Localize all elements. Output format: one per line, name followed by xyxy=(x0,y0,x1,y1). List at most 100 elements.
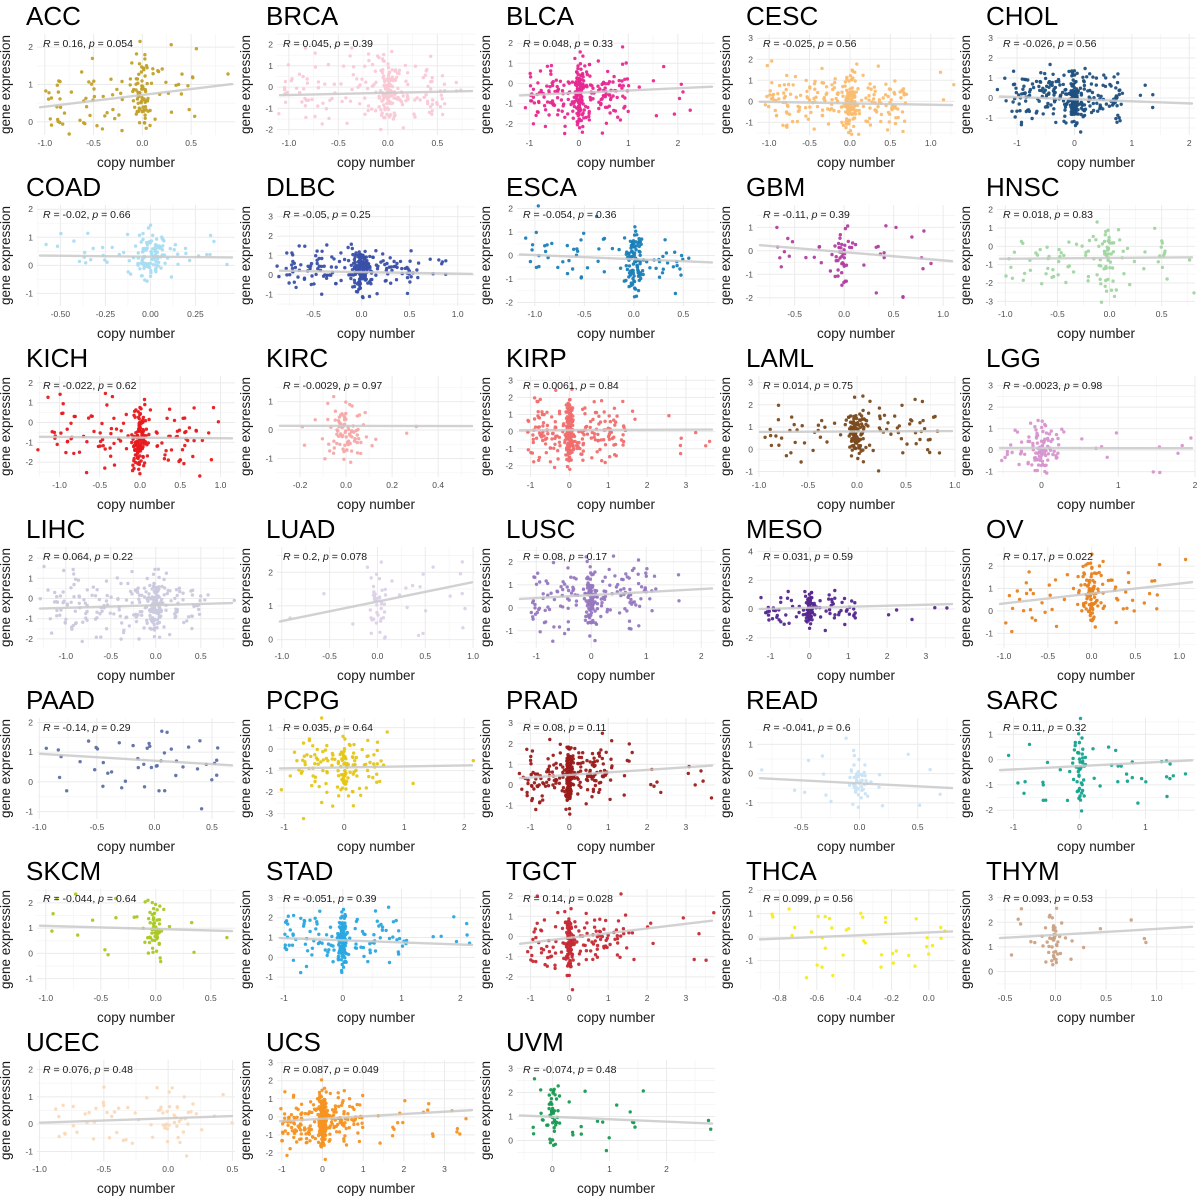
data-point xyxy=(846,111,850,115)
data-point xyxy=(578,446,582,451)
data-point xyxy=(786,82,791,87)
panel-LIHC: LIHC -1.0 -0.5 0.0 0.5 -2 -1 0 1 2 R = 0.064, p = … xyxy=(0,513,240,684)
data-point xyxy=(531,87,536,91)
data-point xyxy=(1079,130,1083,134)
data-point xyxy=(323,82,327,86)
data-point xyxy=(354,428,358,433)
data-point xyxy=(428,105,433,109)
y-tick-label: 0 xyxy=(508,603,513,613)
y-tick-label: 2 xyxy=(508,739,513,749)
data-point xyxy=(303,104,307,108)
y-tick-label: -1 xyxy=(265,289,273,299)
data-point xyxy=(834,259,838,263)
data-point xyxy=(194,47,199,51)
data-point xyxy=(138,472,142,476)
data-point xyxy=(1010,629,1014,634)
trend-line xyxy=(278,89,474,97)
x-axis-label: copy number xyxy=(1057,326,1136,341)
data-point xyxy=(523,106,528,110)
data-point xyxy=(816,90,820,95)
x-tick-label: 0.4 xyxy=(432,480,444,490)
data-point xyxy=(1063,88,1067,92)
data-point xyxy=(343,756,347,760)
data-point xyxy=(381,252,385,256)
data-point xyxy=(352,265,357,269)
data-point xyxy=(74,621,78,625)
data-point xyxy=(197,607,201,612)
data-point xyxy=(147,608,152,612)
data-point xyxy=(381,259,385,263)
data-point xyxy=(368,760,372,765)
data-point xyxy=(342,457,346,461)
data-point xyxy=(768,433,773,438)
data-point xyxy=(292,750,297,754)
x-tick-label: 0.0 xyxy=(356,309,368,319)
data-point xyxy=(572,104,577,109)
data-point xyxy=(517,771,522,776)
data-point xyxy=(357,262,362,267)
data-point xyxy=(767,618,771,622)
data-point xyxy=(578,780,582,784)
data-point xyxy=(1032,456,1037,460)
data-point xyxy=(831,602,835,606)
data-point xyxy=(900,110,905,114)
data-point xyxy=(893,104,897,109)
data-point xyxy=(138,107,142,111)
data-point xyxy=(1017,462,1021,467)
data-point xyxy=(845,88,849,92)
data-point xyxy=(134,52,139,56)
data-point xyxy=(186,438,190,443)
data-point xyxy=(612,435,616,439)
data-point xyxy=(868,123,873,127)
data-point xyxy=(119,429,123,433)
data-point xyxy=(580,407,585,411)
data-point xyxy=(793,74,798,79)
data-point xyxy=(543,437,548,442)
data-point xyxy=(649,782,653,787)
x-tick-label: 3 xyxy=(924,651,929,661)
data-point xyxy=(375,740,380,744)
data-point xyxy=(632,295,637,299)
y-tick-label: 0 xyxy=(28,594,33,604)
x-tick-label: 0.5 xyxy=(431,138,443,148)
data-point xyxy=(613,109,618,113)
data-point xyxy=(133,588,138,592)
data-point xyxy=(881,96,885,100)
stats-label: R = 0.17, p = 0.022 xyxy=(1003,551,1093,563)
data-point xyxy=(654,114,659,118)
data-point xyxy=(850,241,855,245)
x-tick-label: -0.5 xyxy=(306,309,321,319)
data-point xyxy=(576,444,580,448)
data-point xyxy=(290,263,294,267)
data-point xyxy=(130,601,134,605)
data-point xyxy=(592,756,596,760)
data-point xyxy=(430,76,434,80)
data-point xyxy=(297,72,302,76)
data-point xyxy=(555,590,560,594)
data-point xyxy=(575,70,579,75)
data-point xyxy=(173,596,177,601)
data-point xyxy=(853,242,858,247)
x-tick-label: -0.2 xyxy=(293,480,308,490)
data-point xyxy=(373,69,377,73)
data-point xyxy=(73,609,78,613)
data-point xyxy=(142,68,146,72)
data-point xyxy=(1103,233,1107,237)
data-point xyxy=(619,438,624,442)
data-point xyxy=(145,443,149,447)
data-point xyxy=(357,266,361,270)
y-tick-label: 0 xyxy=(268,82,273,92)
data-point xyxy=(569,575,573,579)
data-point xyxy=(778,256,782,260)
data-point xyxy=(391,117,396,121)
data-point xyxy=(1012,250,1017,254)
data-point xyxy=(894,225,898,230)
data-point xyxy=(174,83,178,87)
data-point xyxy=(288,273,292,277)
data-point xyxy=(857,108,861,113)
data-point xyxy=(339,787,343,792)
data-point xyxy=(847,427,852,431)
y-tick-label: -2 xyxy=(25,457,33,467)
data-point xyxy=(145,279,149,283)
